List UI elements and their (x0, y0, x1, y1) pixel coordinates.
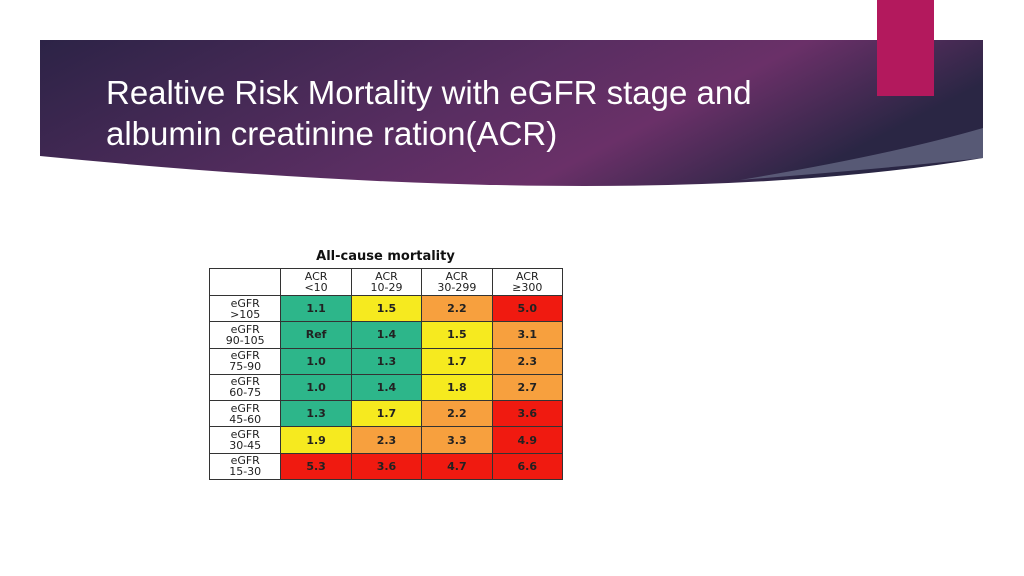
label-line: 45-60 (229, 412, 262, 426)
table-row: eGFR 60-75 1.0 1.4 1.8 2.7 (208, 373, 564, 402)
label-line: eGFR (230, 401, 260, 415)
label-line: 60-75 (229, 386, 262, 400)
row-header: eGFR 90-105 (208, 321, 282, 349)
table-row: eGFR 15-30 5.3 3.6 4.7 6.6 (208, 452, 564, 481)
label-line: ACR (304, 270, 328, 283)
risk-cell: 1.7 (421, 347, 493, 375)
label-line: eGFR (230, 296, 260, 310)
label-line: ACR (445, 270, 469, 283)
row-header: eGFR 60-75 (208, 373, 282, 402)
risk-cell: 1.5 (421, 321, 493, 349)
risk-cell: 2.2 (421, 294, 493, 323)
corner-cell (208, 268, 282, 296)
risk-cell: 1.1 (280, 294, 352, 323)
label-line: 30-299 (437, 281, 477, 294)
risk-cell: 2.7 (491, 373, 564, 402)
risk-cell: 4.7 (421, 452, 493, 481)
table-row: eGFR 90-105 Ref 1.4 1.5 3.1 (208, 321, 564, 349)
risk-cell: 1.0 (280, 347, 352, 375)
label-line: eGFR (230, 428, 260, 442)
row-header: eGFR 15-30 (208, 452, 282, 481)
risk-cell: 1.3 (280, 400, 352, 428)
risk-cell: 6.6 (491, 452, 564, 481)
row-header: eGFR 45-60 (208, 400, 282, 428)
label-line: 75-90 (229, 360, 262, 374)
risk-cell: 2.3 (350, 426, 423, 454)
label-line: 15-30 (229, 465, 262, 479)
table-row: eGFR 45-60 1.3 1.7 2.2 3.6 (208, 400, 564, 428)
label-line: ACR (515, 270, 539, 283)
column-header: ACR 30-299 (421, 268, 493, 296)
risk-cell: 1.4 (350, 373, 423, 402)
risk-cell: 5.3 (280, 452, 352, 481)
row-header: eGFR >105 (208, 294, 282, 323)
risk-cell: Ref (280, 321, 352, 349)
title-banner (40, 40, 983, 187)
label-line: >105 (230, 307, 261, 321)
risk-cell: 1.9 (280, 426, 352, 454)
table-title: All-cause mortality (316, 249, 455, 264)
risk-cell: 1.0 (280, 373, 352, 402)
label-line: ≥300 (512, 281, 543, 294)
label-line: 30-45 (229, 439, 262, 453)
table-row: eGFR 30-45 1.9 2.3 3.3 4.9 (208, 426, 564, 454)
risk-cell: 4.9 (491, 426, 564, 454)
risk-cell: 2.2 (421, 400, 493, 428)
risk-cell: 5.0 (491, 294, 564, 323)
label-line: eGFR (230, 349, 260, 363)
slide-title: Realtive Risk Mortality with eGFR stage … (106, 74, 752, 152)
risk-cell: 1.7 (350, 400, 423, 428)
label-line: 90-105 (225, 333, 265, 347)
label-line: ACR (375, 270, 398, 283)
column-header: ACR ≥300 (491, 268, 564, 296)
table-row: eGFR >105 1.1 1.5 2.2 5.0 (208, 294, 564, 323)
risk-cell: 3.6 (491, 400, 564, 428)
risk-cell: 1.3 (350, 347, 423, 375)
risk-cell: 1.4 (350, 321, 423, 349)
mortality-table: ACR <10 ACR 10-29 ACR 30-299 ACR ≥300 eGFR >105 1.… (208, 268, 564, 481)
risk-cell: 1.5 (350, 294, 423, 323)
risk-cell: 3.3 (421, 426, 493, 454)
column-header: ACR 10-29 (350, 268, 423, 296)
accent-bar (877, 0, 934, 96)
label-line: 10-29 (370, 281, 403, 294)
label-line: eGFR (230, 322, 260, 336)
label-line: eGFR (230, 454, 260, 468)
header-row: ACR <10 ACR 10-29 ACR 30-299 ACR ≥300 (208, 268, 564, 296)
table-row: eGFR 75-90 1.0 1.3 1.7 2.3 (208, 347, 564, 375)
label-line: <10 (304, 281, 328, 294)
label-line: eGFR (230, 375, 260, 389)
row-header: eGFR 30-45 (208, 426, 282, 454)
risk-cell: 3.6 (350, 452, 423, 481)
risk-cell: 3.1 (491, 321, 564, 349)
column-header: ACR <10 (280, 268, 352, 296)
risk-cell: 1.8 (421, 373, 493, 402)
row-header: eGFR 75-90 (208, 347, 282, 375)
risk-cell: 2.3 (491, 347, 564, 375)
